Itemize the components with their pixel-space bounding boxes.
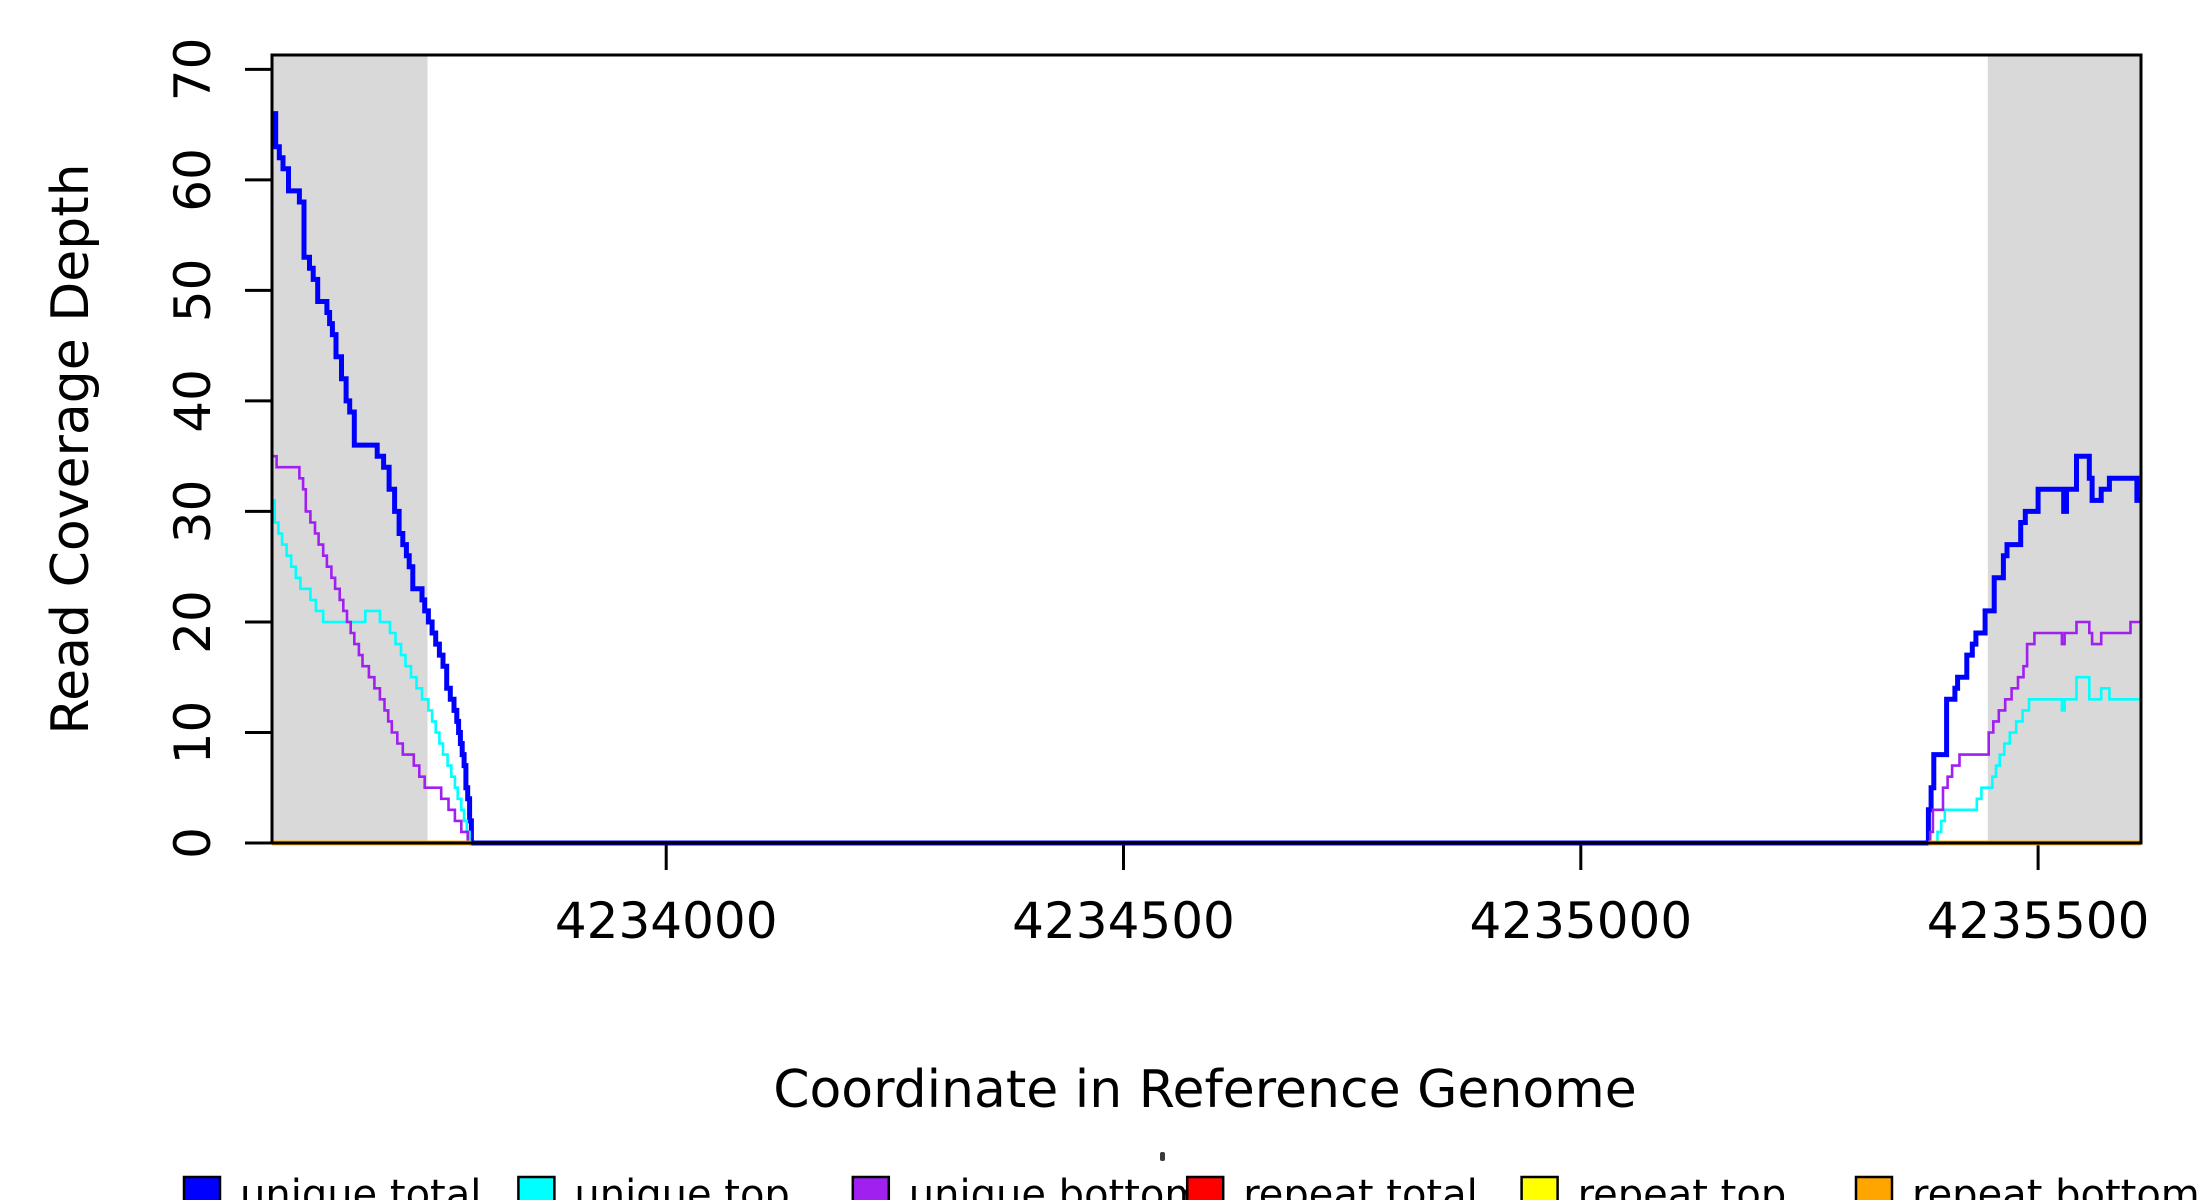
coverage-series-lines [272,111,2141,846]
x-tick-label-4234500: 4234500 [1012,892,1235,950]
y-tick-label-20: 20 [164,590,222,654]
legend-label-unique-top: unique top [574,1172,789,1200]
y-tick-label-30: 30 [164,480,222,544]
repeat-region-bands [272,55,2141,843]
series-line-unique-total [272,111,2141,846]
y-axis-title: Read Coverage Depth [41,163,101,734]
axes: 4234000 4234500 4235000 4235500 0 10 20 30 40 50 6… [164,38,2149,950]
x-tick-label-4235500: 4235500 [1927,892,2150,950]
y-tick-label-10: 10 [164,701,222,765]
x-tick-label-4235000: 4235000 [1469,892,1692,950]
legend-swatch-repeat-top [1520,1175,1559,1200]
legend-swatch-unique-total [182,1175,222,1200]
legend-label-repeat-total: repeat total [1243,1172,1478,1200]
series-line-unique-bottom [272,454,2141,845]
plot-border [270,53,2143,845]
legend-swatch-unique-top [517,1175,556,1200]
repeat-region-left-shading [272,55,428,843]
x-tick-label-4234000: 4234000 [555,892,778,950]
legend-swatch-unique-bottom [851,1175,891,1200]
legend-swatch-repeat-bottom [1854,1175,1894,1200]
stray-mark [1160,1152,1165,1161]
series-line-unique-top [272,499,2141,845]
y-tick-label-60: 60 [164,148,222,212]
legend-label-unique-bottom: unique bottom [909,1172,1204,1200]
x-axis-title: Coordinate in Reference Genome [773,1060,1637,1120]
y-tick-label-0: 0 [164,827,222,859]
legend-label-unique-total: unique total [240,1172,481,1200]
legend-swatch-repeat-total [1185,1175,1225,1200]
y-tick-label-40: 40 [164,369,222,433]
chart-legend: unique total unique top unique bottom repea… [182,1172,2200,1200]
repeat-region-right-shading [1987,55,2141,843]
legend-label-repeat-top: repeat top [1578,1172,1787,1200]
legend-label-repeat-bottom: repeat bottom [1912,1172,2200,1200]
y-tick-label-50: 50 [164,259,222,323]
y-tick-label-70: 70 [164,38,222,102]
